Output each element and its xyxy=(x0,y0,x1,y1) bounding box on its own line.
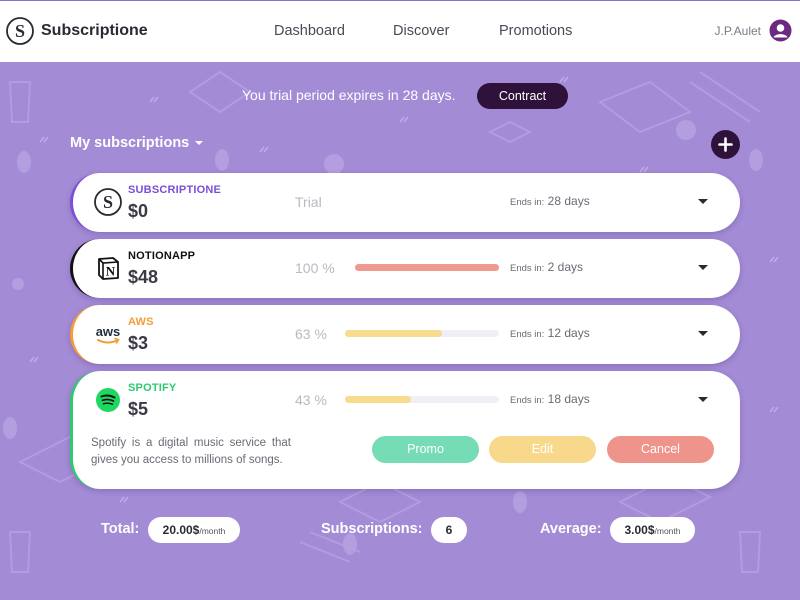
ends-in: Ends in: 2 days xyxy=(510,260,583,274)
subscriptione-logo-icon: S xyxy=(94,188,122,216)
subscription-name: SPOTIFY xyxy=(128,382,177,394)
subscription-price: $3 xyxy=(128,333,149,353)
spotify-logo-icon xyxy=(96,388,120,412)
ends-in: Ends in: 18 days xyxy=(510,392,590,406)
svg-text:S: S xyxy=(15,21,25,41)
subscriptions-count-label: Subscriptions: xyxy=(321,521,423,537)
nav-discover[interactable]: Discover xyxy=(393,23,450,39)
user-avatar-icon xyxy=(769,19,792,42)
usage-progress-fill xyxy=(345,396,412,403)
svg-text:aws: aws xyxy=(96,324,121,339)
subscription-card-spotify[interactable]: SPOTIFY $5 43 % Ends in: 18 days Spotify… xyxy=(70,371,740,489)
usage-progress-bar xyxy=(345,396,499,403)
subscriptione-logo-icon: S xyxy=(6,17,34,45)
main-nav: Dashboard Discover Promotions xyxy=(0,23,800,41)
subscription-price: $5 xyxy=(128,399,149,419)
usage-percent: 43 % xyxy=(295,392,327,408)
expand-chevron-icon[interactable] xyxy=(698,199,708,204)
plus-icon xyxy=(718,137,733,152)
usage-progress-bar xyxy=(355,264,499,271)
subscription-status: Trial xyxy=(295,194,322,210)
chevron-down-icon xyxy=(195,141,204,145)
nav-promotions[interactable]: Promotions xyxy=(499,23,573,39)
usage-percent: 63 % xyxy=(295,326,327,342)
brand[interactable]: S Subscriptione xyxy=(5,15,148,47)
usage-progress-fill xyxy=(355,264,499,271)
usage-progress-fill xyxy=(345,330,443,337)
ends-in-value: 12 days xyxy=(547,326,590,340)
subscription-card-subscriptione[interactable]: S SUBSCRIPTIONE $0 Trial Ends in: 28 day… xyxy=(70,173,740,232)
ends-in: Ends in: 12 days xyxy=(510,326,590,340)
ends-in-value: 28 days xyxy=(547,194,590,208)
total-value: 20.00$/month xyxy=(148,517,240,543)
notion-logo-icon: N xyxy=(98,257,119,280)
subscription-name: AWS xyxy=(128,316,154,328)
promo-button[interactable]: Promo xyxy=(372,436,479,463)
ends-in-label: Ends in: xyxy=(510,263,545,274)
ends-in-value: 18 days xyxy=(547,392,590,406)
top-navigation-bar: S Subscriptione Dashboard Discover Promo… xyxy=(0,0,800,62)
expand-chevron-icon[interactable] xyxy=(698,331,708,336)
aws-logo-icon: aws xyxy=(96,324,121,344)
subscription-description: Spotify is a digital music service that … xyxy=(91,437,291,466)
ends-in: Ends in: 28 days xyxy=(510,194,590,208)
edit-button[interactable]: Edit xyxy=(489,436,596,463)
subscription-name: SUBSCRIPTIONE xyxy=(128,184,222,196)
ends-in-label: Ends in: xyxy=(510,197,545,208)
total-label: Total: xyxy=(101,521,140,537)
trial-notice: You trial period expires in 28 days. xyxy=(242,87,456,103)
svg-text:S: S xyxy=(103,192,113,212)
subscription-price: $48 xyxy=(128,267,159,287)
section-title: My subscriptions xyxy=(70,135,190,151)
average-unit: /month xyxy=(654,526,681,536)
contract-button[interactable]: Contract xyxy=(477,83,568,109)
ends-in-value: 2 days xyxy=(547,260,584,274)
cancel-button[interactable]: Cancel xyxy=(607,436,714,463)
subscription-name: NOTIONAPP xyxy=(128,250,196,262)
average-label: Average: xyxy=(540,521,602,537)
average-value: 3.00$/month xyxy=(610,517,695,543)
add-subscription-button[interactable] xyxy=(711,130,740,159)
expand-chevron-icon[interactable] xyxy=(698,265,708,270)
svg-text:N: N xyxy=(106,264,116,279)
total-unit: /month xyxy=(199,526,226,536)
my-subscriptions-dropdown[interactable]: My subscriptions xyxy=(70,135,204,151)
subscription-price: $0 xyxy=(128,201,149,221)
usage-progress-bar xyxy=(345,330,499,337)
brand-name: Subscriptione xyxy=(41,22,148,39)
user-menu[interactable]: J.P.Aulet xyxy=(715,19,792,42)
subscription-card-notionapp[interactable]: N NOTIONAPP $48 100 % Ends in: 2 days xyxy=(70,239,740,298)
subscription-card-aws[interactable]: aws AWS $3 63 % Ends in: 12 days xyxy=(70,305,740,364)
total-amount: 20.00$ xyxy=(162,523,200,537)
subscriptions-count-value: 6 xyxy=(431,517,467,543)
user-name: J.P.Aulet xyxy=(714,23,761,38)
ends-in-label: Ends in: xyxy=(510,395,545,406)
ends-in-label: Ends in: xyxy=(510,329,545,340)
collapse-chevron-icon[interactable] xyxy=(698,397,708,402)
nav-dashboard[interactable]: Dashboard xyxy=(274,23,345,39)
usage-percent: 100 % xyxy=(295,260,335,276)
average-amount: 3.00$ xyxy=(624,523,655,537)
